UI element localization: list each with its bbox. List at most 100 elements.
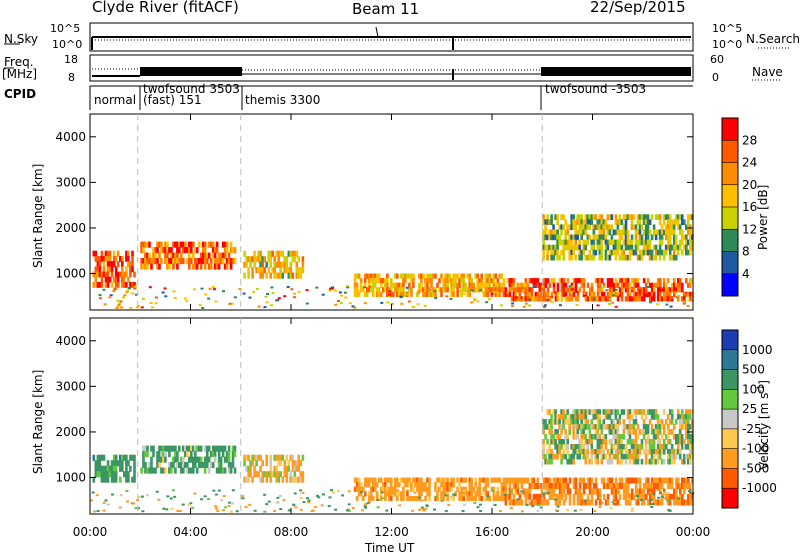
data-cell: [530, 499, 534, 506]
data-cell: [245, 261, 248, 268]
data-cell: [570, 453, 573, 460]
data-cell: [209, 258, 213, 265]
data-cell: [440, 291, 443, 297]
data-cell: [522, 287, 526, 293]
data-cell: [468, 273, 471, 279]
data-cell: [689, 214, 692, 220]
data-cell: [172, 241, 175, 248]
data-cell: [508, 477, 512, 484]
data-cell: [691, 424, 694, 430]
data-cell: [140, 467, 143, 474]
data-cell: [476, 300, 480, 303]
data-cell: [215, 263, 219, 270]
data-cell: [542, 444, 545, 450]
data-cell: [227, 258, 231, 265]
data-cell: [608, 439, 612, 445]
data-cell: [390, 287, 393, 293]
data-cell: [552, 282, 556, 288]
data-cell: [592, 424, 596, 430]
data-cell: [490, 486, 494, 492]
data-cell: [602, 483, 606, 490]
data-cell: [490, 477, 494, 483]
data-cell: [670, 224, 674, 231]
data-cell: [552, 244, 555, 251]
data-cell: [275, 261, 278, 268]
data-cell: [110, 282, 114, 288]
data-cell: [502, 486, 506, 492]
data-cell: [447, 504, 451, 506]
data-cell: [691, 296, 694, 302]
data-cell: [534, 291, 538, 297]
data-cell: [685, 453, 688, 460]
data-cell: [440, 500, 444, 503]
data-cell: [663, 496, 667, 499]
data-cell: [562, 254, 565, 261]
data-cell: [575, 290, 579, 293]
data-cell: [676, 497, 680, 500]
data-cell: [644, 287, 648, 293]
data-cell: [554, 249, 557, 256]
data-cell: [182, 445, 185, 452]
data-cell: [255, 256, 258, 263]
data-cell: [606, 278, 610, 284]
data-cell: [158, 263, 161, 270]
data-cell: [616, 453, 620, 460]
data-cell: [594, 429, 598, 435]
data-cell: [562, 278, 566, 284]
freq-left-tick-bottom: 8: [68, 71, 75, 84]
data-cell: [265, 476, 268, 483]
data-cell: [598, 493, 602, 500]
data-cell: [332, 491, 336, 494]
data-cell: [662, 278, 666, 284]
data-cell: [510, 477, 514, 484]
data-cell: [554, 296, 558, 302]
data-cell: [598, 219, 602, 225]
data-cell: [281, 454, 285, 461]
station-title: Clyde River (fitACF): [92, 0, 239, 16]
data-cell: [114, 460, 118, 467]
data-cell: [580, 477, 584, 484]
data-cell: [119, 494, 123, 497]
data-cell: [600, 424, 604, 430]
data-cell: [691, 434, 694, 440]
data-cell: [650, 291, 654, 297]
data-cell: [682, 300, 686, 303]
data-cell: [410, 278, 413, 284]
data-cell: [628, 434, 632, 440]
data-cell: [154, 252, 157, 259]
data-cell: [91, 491, 95, 494]
data-cell: [642, 219, 646, 225]
data-cell: [253, 256, 256, 263]
data-cell: [614, 409, 618, 415]
data-cell: [552, 287, 556, 293]
data-cell: [537, 504, 541, 506]
data-cell: [203, 247, 207, 254]
data-cell: [689, 434, 692, 440]
data-cell: [219, 467, 223, 474]
data-cell: [193, 492, 197, 495]
data-cell: [334, 508, 338, 511]
data-cell: [626, 239, 630, 246]
data-cell: [586, 494, 590, 497]
data-cell: [392, 491, 395, 497]
data-cell: [606, 458, 610, 465]
data-cell: [104, 271, 108, 278]
data-cell: [616, 448, 620, 455]
data-cell: [650, 409, 654, 415]
data-cell: [594, 458, 598, 465]
data-cell: [650, 488, 654, 495]
data-cell: [664, 214, 668, 220]
data-cell: [542, 448, 545, 455]
data-cell: [270, 286, 274, 289]
data-cell: [638, 287, 642, 290]
data-cell: [662, 254, 666, 261]
data-cell: [666, 492, 670, 495]
data-cell: [642, 429, 646, 435]
data-cell: [654, 499, 658, 506]
data-cell: [440, 495, 443, 501]
data-cell: [680, 219, 684, 225]
data-cell: [162, 451, 165, 458]
data-cell: [602, 234, 606, 241]
colorbar-segment: [722, 162, 738, 186]
